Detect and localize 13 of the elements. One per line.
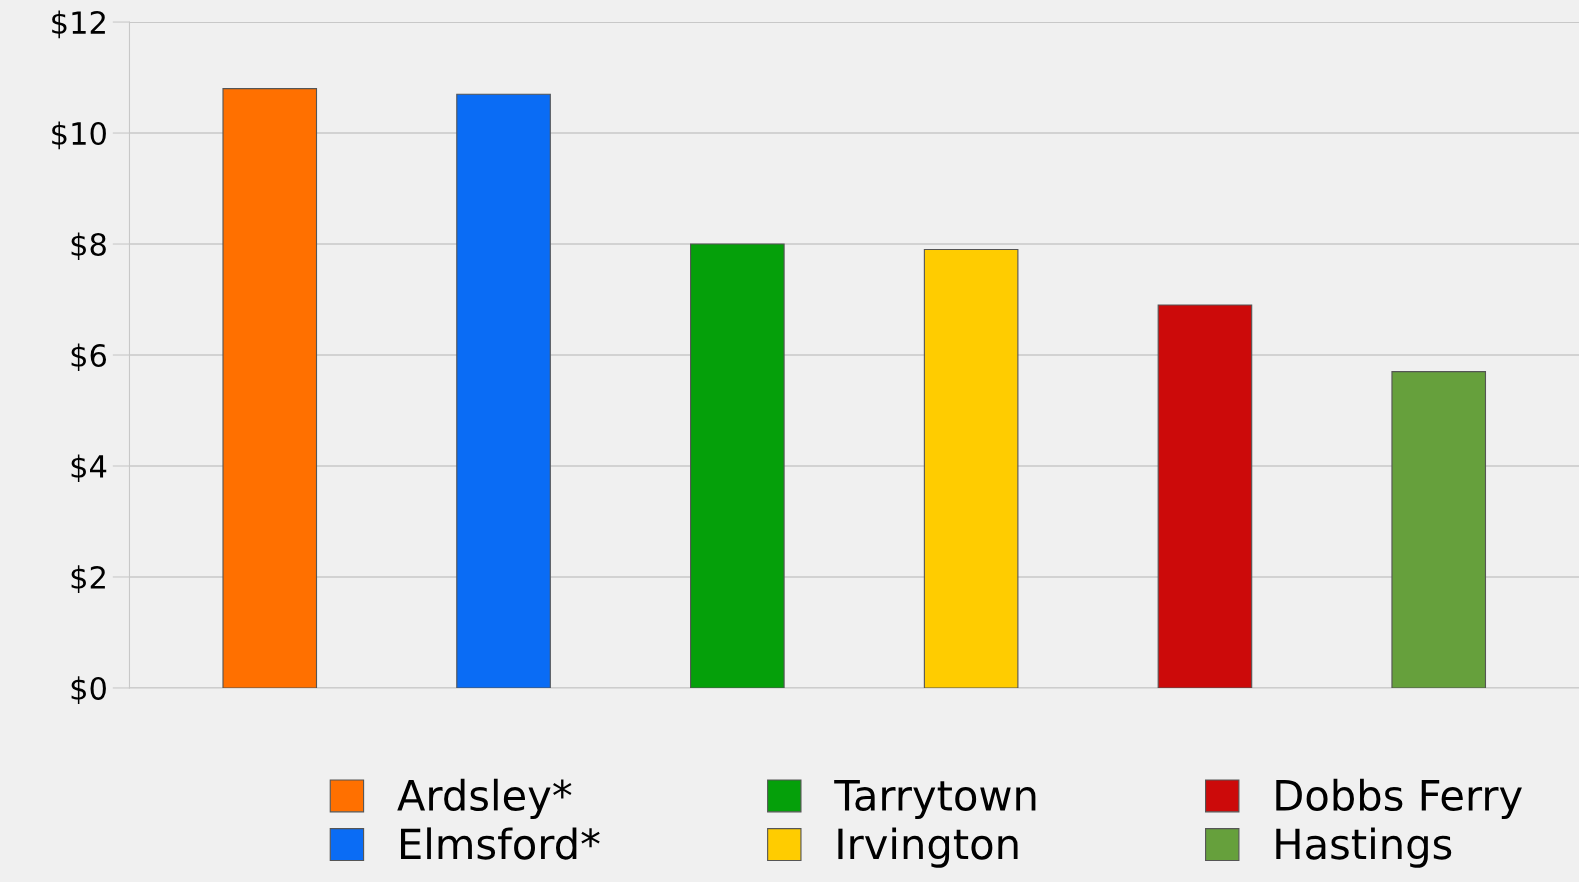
y-tick-label: $4: [71, 454, 107, 483]
legend-label: Tarrytown: [834, 780, 1036, 820]
y-tick-label: $6: [71, 343, 107, 372]
y-tick-label: $12: [52, 10, 105, 39]
y-tick-label: $2: [71, 565, 105, 594]
legend-label: Ardsley*: [397, 778, 572, 820]
y-tick-label: $8: [71, 232, 106, 261]
y-tick-label: $0: [71, 676, 106, 705]
legend-label: Irvington: [838, 827, 1018, 868]
legend-label: Hastings: [1276, 827, 1452, 868]
legend-label: Dobbs Ferry: [1276, 778, 1522, 820]
legend-label: Elmsford*: [401, 827, 600, 860]
y-tick-label: $10: [52, 121, 106, 150]
